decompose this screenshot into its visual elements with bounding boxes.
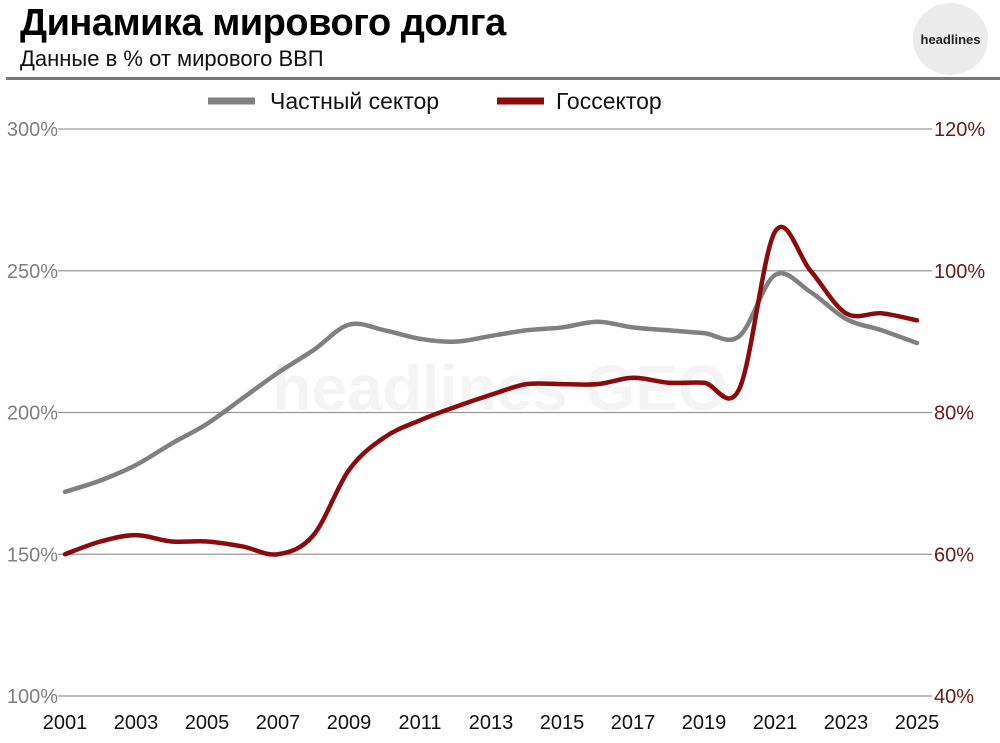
x-axis-tick: 2007: [256, 712, 301, 734]
x-axis-tick: 2011: [398, 712, 441, 734]
left-axis-tick: 150%: [7, 544, 58, 566]
x-axis-tick: 2025: [895, 712, 940, 734]
series-line-public: [62, 224, 920, 557]
legend-label: Госсектор: [556, 88, 662, 114]
series-line-private: [62, 271, 920, 495]
right-axis-tick: 60%: [934, 544, 974, 566]
x-axis-tick: 2003: [114, 712, 159, 734]
left-axis-tick: 200%: [7, 403, 58, 425]
x-axis-tick: 2013: [469, 712, 514, 734]
right-axis-tick: 100%: [934, 261, 985, 283]
headlines-logo: headlines: [913, 3, 988, 75]
left-axis-tick: 100%: [7, 686, 58, 708]
x-axis-tick: 2021: [753, 712, 798, 734]
x-axis-tick: 2019: [682, 712, 727, 734]
x-axis-tick: 2017: [611, 712, 656, 734]
left-axis-tick: 250%: [7, 261, 58, 283]
right-axis-tick: 40%: [934, 686, 974, 708]
x-axis-tick: 2015: [540, 712, 585, 734]
x-axis-tick: 2001: [43, 712, 88, 734]
x-axis-tick: 2023: [824, 712, 869, 734]
header-divider: [6, 77, 1000, 80]
x-axis-tick: 2009: [327, 712, 372, 734]
chart-subtitle: Данные в % от мирового ВВП: [20, 46, 324, 71]
right-axis-tick: 120%: [934, 119, 985, 141]
left-axis-tick: 300%: [7, 119, 58, 141]
legend-label: Частный сектор: [270, 88, 439, 114]
right-axis-tick: 80%: [934, 403, 974, 425]
watermark: headlines GEO: [272, 352, 727, 424]
x-axis-tick: 2005: [185, 712, 230, 734]
page-title: Динамика мирового долга: [20, 2, 506, 44]
